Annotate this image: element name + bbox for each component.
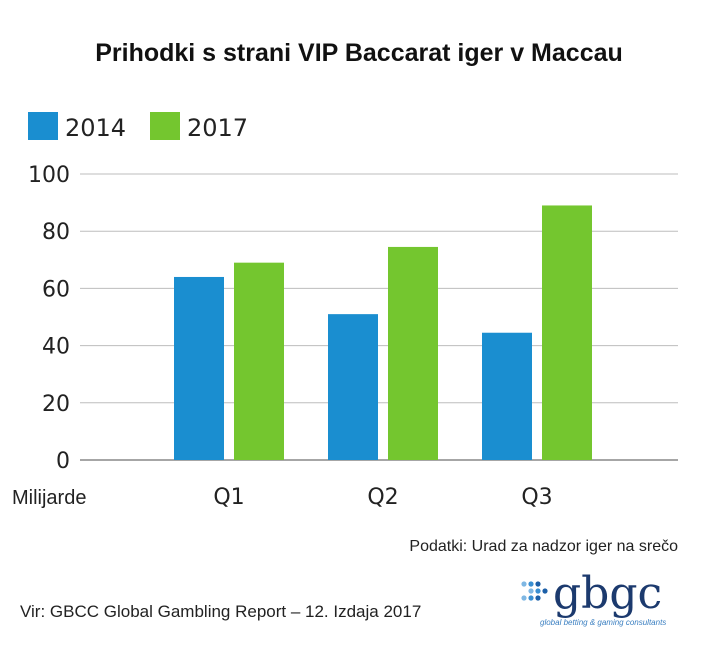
legend-label-2014: 2014 — [65, 114, 126, 142]
legend-label-2017: 2017 — [187, 114, 248, 142]
logo-dots-icon — [521, 581, 548, 601]
legend-swatch-2017 — [150, 112, 180, 140]
logo-wordmark: gbgc — [553, 568, 662, 619]
bar-2014-Q3 — [482, 332, 532, 460]
y-tick-label: 40 — [42, 335, 70, 360]
x-tick-label: Q3 — [521, 485, 552, 510]
y-tick-label: 20 — [42, 392, 70, 417]
x-axis: Q1 Q2 Q3 — [213, 485, 552, 510]
source-note: Vir: GBCC Global Gambling Report – 12. I… — [20, 602, 421, 621]
gbgc-logo: gbgc global betting & gaming consultants — [521, 568, 666, 627]
legend: 2014 2017 — [28, 112, 248, 142]
x-tick-label: Q1 — [213, 485, 244, 510]
legend-swatch-2014 — [28, 112, 58, 140]
y-tick-label: 0 — [56, 449, 70, 474]
bar-2014-Q1 — [174, 276, 224, 460]
bar-2017-Q1 — [234, 262, 284, 460]
data-source-note: Podatki: Urad za nadzor iger na srečo — [409, 538, 678, 555]
y-tick-label: 60 — [42, 277, 70, 302]
y-axis-unit-label: Milijarde — [12, 487, 86, 509]
x-tick-label: Q2 — [367, 485, 398, 510]
bar-2014-Q2 — [328, 314, 378, 460]
bar-2017-Q3 — [542, 205, 592, 460]
y-tick-label: 100 — [28, 163, 70, 188]
bars — [174, 205, 592, 460]
y-axis: 0 20 40 60 80 100 — [28, 163, 70, 474]
chart-title: Prihodki s strani VIP Baccarat iger v Ma… — [95, 39, 623, 67]
y-tick-label: 80 — [42, 220, 70, 245]
logo-tagline: global betting & gaming consultants — [540, 618, 666, 627]
bar-2017-Q2 — [388, 246, 438, 460]
